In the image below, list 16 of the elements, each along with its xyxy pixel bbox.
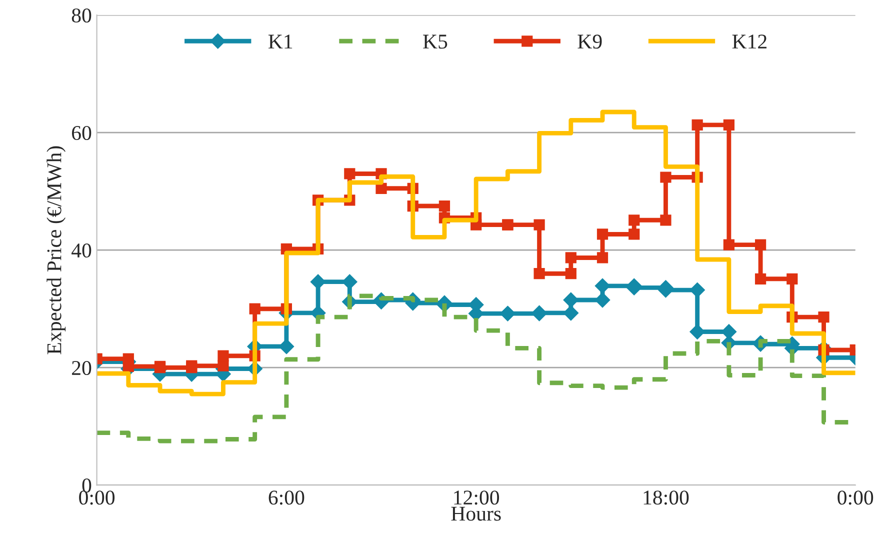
y-tick-label: 80 [72, 8, 92, 23]
x-tick-label: 12:00 [454, 490, 500, 505]
x-tick-label: 18:00 [644, 490, 689, 505]
y-tick-label: 60 [72, 126, 92, 140]
x-tick-label: 0:00 [79, 490, 115, 505]
x-tick-label: 6:00 [268, 490, 304, 505]
y-tick-label: 0 [82, 478, 92, 493]
x-tick-label: 0:00 [838, 490, 874, 505]
y-axis-title: Expected Price (€/MWh) [46, 146, 66, 354]
legend-label: K5 [423, 34, 448, 49]
legend-label: K9 [578, 34, 602, 49]
legend-label: K12 [732, 34, 766, 48]
legend-label: K1 [268, 34, 292, 48]
y-tick-label: 20 [72, 360, 92, 376]
y-tick-label: 40 [72, 243, 92, 258]
x-axis-title: Hours [451, 506, 501, 521]
